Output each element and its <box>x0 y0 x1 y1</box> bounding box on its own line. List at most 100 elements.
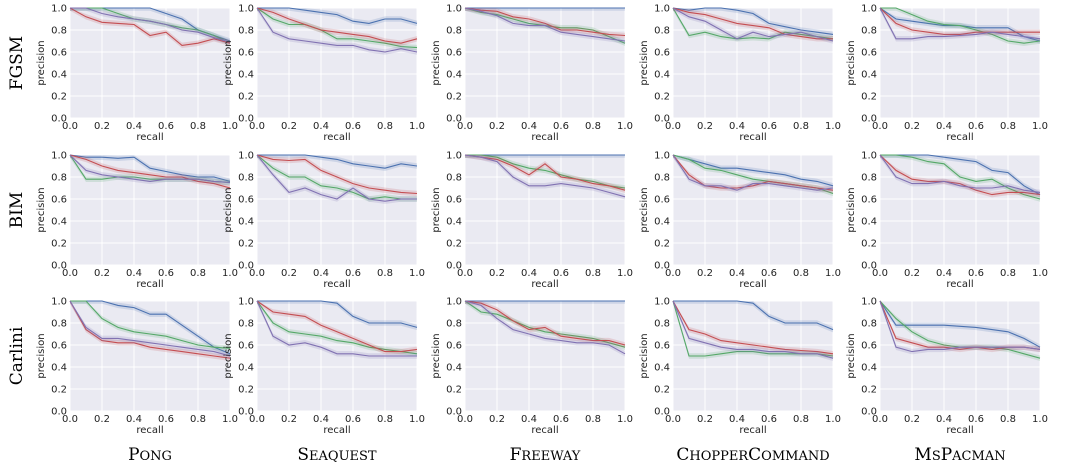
series-line-purple <box>256 7 418 53</box>
series-band-red <box>257 8 417 46</box>
series-line-blue <box>673 300 834 331</box>
x-tick-label: 0.2 <box>489 121 505 132</box>
y-tick-label: 0.8 <box>51 319 67 330</box>
series-band-blue <box>673 8 833 38</box>
y-tick-label: 0.2 <box>238 92 254 103</box>
series-line-purple <box>256 300 417 357</box>
x-tick-label: 1.0 <box>617 414 633 425</box>
y-tick-label: 0.2 <box>446 239 462 250</box>
series-band-purple <box>880 155 1040 196</box>
series-line-red <box>672 7 833 40</box>
plot-area <box>465 8 625 118</box>
y-tick-label: 1.0 <box>654 4 670 15</box>
y-tick-label: 0.0 <box>446 114 462 125</box>
x-axis-label: recall <box>136 132 163 143</box>
y-axis-label: precision <box>223 187 234 232</box>
row-label-fgsm: FGSM <box>7 36 27 90</box>
series-band-green <box>257 8 417 51</box>
y-axis-label: precision <box>223 333 234 378</box>
x-tick-label: 0.0 <box>457 268 473 279</box>
x-tick-label: 0.8 <box>1000 121 1016 132</box>
series-band-blue <box>465 301 625 304</box>
y-tick-label: 1.0 <box>238 4 254 15</box>
y-tick-label: 0.6 <box>654 48 670 59</box>
y-tick-label: 0.2 <box>238 385 254 396</box>
series-line-red <box>879 7 1040 35</box>
y-tick-label: 0.8 <box>238 319 254 330</box>
y-tick-label: 0.4 <box>51 217 67 228</box>
x-tick-label: 0.0 <box>665 414 681 425</box>
y-axis-label: precision <box>846 40 857 85</box>
x-tick-label: 0.2 <box>281 268 297 279</box>
y-tick-label: 1.0 <box>446 151 462 162</box>
panel-fgsm-1: 0.0 0.2 0.4 0.6 0.8 1.0 0.0 0.2 0.4 0.6 0.8 1.0 reca… <box>36 4 238 144</box>
y-tick-label: 0.4 <box>238 217 254 228</box>
x-tick-label: 0.0 <box>872 414 888 425</box>
series-band-green <box>257 155 417 202</box>
series-band-purple <box>70 301 230 359</box>
x-tick-label: 0.8 <box>585 121 601 132</box>
y-tick-label: 0.0 <box>51 261 67 272</box>
x-axis-label: recall <box>531 425 558 436</box>
x-tick-label: 0.0 <box>249 268 265 279</box>
panel-carlini-5: 0.0 0.2 0.4 0.6 0.8 1.0 0.0 0.2 0.4 0.6 0.8 1.0 reca… <box>846 297 1048 437</box>
y-tick-label: 0.6 <box>446 48 462 59</box>
x-tick-label: 1.0 <box>222 414 238 425</box>
x-tick-label: 0.4 <box>521 121 537 132</box>
x-tick-label: 0.4 <box>521 268 537 279</box>
x-tick-label: 0.0 <box>62 268 78 279</box>
y-tick-label: 0.0 <box>654 114 670 125</box>
x-tick-label: 0.6 <box>968 268 984 279</box>
series-line-purple <box>879 154 1041 193</box>
y-tick-label: 1.0 <box>51 4 67 15</box>
x-tick-label: 0.4 <box>936 414 952 425</box>
x-tick-label: 0.2 <box>94 268 110 279</box>
series-line-purple <box>672 154 834 191</box>
series-line-purple <box>672 300 834 359</box>
y-tick-label: 1.0 <box>861 4 877 15</box>
x-tick-label: 0.6 <box>761 268 777 279</box>
y-tick-label: 1.0 <box>446 4 462 15</box>
series-line-red <box>256 7 418 44</box>
series-line-green <box>880 7 1041 44</box>
y-tick-label: 0.0 <box>51 407 67 418</box>
series-band-red <box>257 301 417 355</box>
x-tick-label: 0.2 <box>904 414 920 425</box>
x-tick-label: 0.0 <box>665 268 681 279</box>
y-tick-label: 0.4 <box>51 70 67 81</box>
series-band-purple <box>673 155 833 193</box>
x-tick-label: 0.0 <box>872 268 888 279</box>
x-tick-label: 0.4 <box>729 121 745 132</box>
series-line-red <box>464 154 626 191</box>
x-tick-label: 0.8 <box>377 414 393 425</box>
x-axis-label: recall <box>739 425 766 436</box>
x-axis-label: recall <box>323 425 350 436</box>
y-tick-label: 0.4 <box>446 217 462 228</box>
plot-area <box>465 155 625 265</box>
y-tick-label: 0.6 <box>446 341 462 352</box>
x-tick-label: 0.0 <box>249 121 265 132</box>
series-line-red <box>464 300 626 346</box>
y-tick-label: 0.6 <box>51 341 67 352</box>
series-line-red <box>69 7 231 46</box>
y-tick-label: 0.6 <box>51 48 67 59</box>
y-tick-label: 0.8 <box>446 319 462 330</box>
x-tick-label: 1.0 <box>1032 121 1048 132</box>
series-band-purple <box>70 155 230 186</box>
series-line-purple <box>256 154 417 202</box>
x-tick-label: 0.6 <box>345 414 361 425</box>
panel-bim-5: 0.0 0.2 0.4 0.6 0.8 1.0 0.0 0.2 0.4 0.6 0.8 1.0 reca… <box>846 151 1048 291</box>
series-line-purple <box>464 300 626 355</box>
panel-carlini-2: 0.0 0.2 0.4 0.6 0.8 1.00.00.20.40.60.81.0reca… <box>223 297 425 437</box>
series-line-red <box>256 300 418 353</box>
x-axis-label: recall <box>136 279 163 290</box>
x-axis-label: recall <box>946 279 973 290</box>
x-tick-label: 0.8 <box>377 268 393 279</box>
y-tick-label: 0.4 <box>446 363 462 374</box>
y-tick-label: 0.8 <box>654 173 670 184</box>
series-line-purple <box>672 7 834 42</box>
y-tick-label: 0.0 <box>51 114 67 125</box>
x-tick-label: 0.6 <box>761 414 777 425</box>
series-line-blue <box>880 154 1041 196</box>
